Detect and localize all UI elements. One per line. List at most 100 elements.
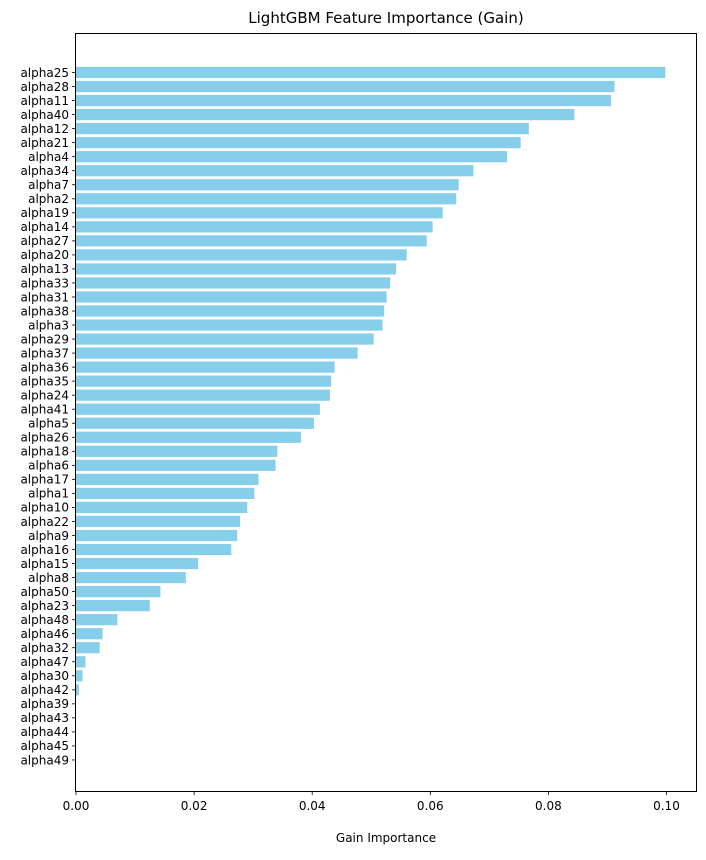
bar-alpha33 bbox=[76, 277, 391, 289]
bar-alpha34 bbox=[76, 165, 474, 177]
y-tick-label: alpha41 bbox=[20, 403, 69, 417]
x-axis-label: Gain Importance bbox=[336, 831, 436, 845]
bar-alpha9 bbox=[76, 529, 238, 542]
y-tick-label: alpha16 bbox=[20, 543, 69, 557]
y-tick-label: alpha18 bbox=[20, 445, 69, 459]
bar-alpha18 bbox=[76, 445, 278, 457]
bar-alpha20 bbox=[76, 249, 407, 261]
y-tick-label: alpha2 bbox=[28, 192, 69, 206]
bar-alpha47 bbox=[76, 656, 86, 668]
y-tick-label: alpha32 bbox=[20, 641, 69, 655]
bar-alpha26 bbox=[76, 431, 301, 443]
y-tick-label: alpha33 bbox=[20, 276, 69, 290]
y-tick-label: alpha1 bbox=[28, 487, 69, 501]
bar-alpha23 bbox=[76, 600, 150, 612]
bar-alpha32 bbox=[76, 642, 100, 654]
y-tick-label: alpha20 bbox=[20, 248, 69, 262]
bar-alpha2 bbox=[76, 193, 457, 205]
y-tick-label: alpha28 bbox=[20, 80, 69, 94]
y-tick-label: alpha11 bbox=[20, 94, 69, 108]
bar-alpha12 bbox=[76, 123, 529, 135]
chart-title: LightGBM Feature Importance (Gain) bbox=[248, 9, 523, 27]
bars-layer bbox=[76, 66, 666, 696]
bar-alpha25 bbox=[76, 66, 666, 79]
x-tick-label: 0.02 bbox=[181, 799, 208, 813]
bar-alpha3 bbox=[76, 319, 383, 331]
bar-alpha15 bbox=[76, 557, 199, 570]
y-tick-label: alpha40 bbox=[20, 108, 69, 122]
y-tick-label: alpha31 bbox=[20, 290, 69, 304]
y-tick-label: alpha27 bbox=[20, 234, 69, 248]
y-tick-label: alpha47 bbox=[20, 655, 69, 669]
y-tick-label: alpha48 bbox=[20, 613, 69, 627]
bar-alpha8 bbox=[76, 571, 186, 584]
bar-alpha48 bbox=[76, 614, 118, 626]
bar-alpha27 bbox=[76, 235, 427, 247]
y-tick-label: alpha37 bbox=[20, 346, 69, 360]
bar-alpha10 bbox=[76, 501, 248, 514]
y-tick-label: alpha45 bbox=[20, 739, 69, 753]
y-tick-label: alpha49 bbox=[20, 753, 69, 767]
bar-alpha28 bbox=[76, 80, 615, 93]
bar-alpha41 bbox=[76, 403, 320, 415]
x-tick-label: 0.08 bbox=[535, 799, 562, 813]
bar-alpha22 bbox=[76, 515, 241, 528]
x-tick-label: 0.06 bbox=[417, 799, 444, 813]
bar-alpha42 bbox=[76, 684, 79, 696]
bar-alpha35 bbox=[76, 375, 332, 387]
y-tick-label: alpha13 bbox=[20, 262, 69, 276]
y-tick-label: alpha15 bbox=[20, 557, 69, 571]
y-tick-label: alpha19 bbox=[20, 206, 69, 220]
bar-alpha16 bbox=[76, 543, 232, 556]
y-tick-label: alpha9 bbox=[28, 529, 69, 543]
y-tick-label: alpha10 bbox=[20, 501, 69, 515]
bar-alpha29 bbox=[76, 333, 374, 345]
y-tick-label: alpha46 bbox=[20, 627, 69, 641]
y-tick-label: alpha3 bbox=[28, 318, 69, 332]
bar-alpha6 bbox=[76, 459, 276, 471]
bar-alpha5 bbox=[76, 417, 314, 429]
bar-alpha17 bbox=[76, 473, 259, 485]
y-axis: alpha25alpha28alpha11alpha40alpha12alpha… bbox=[20, 66, 76, 767]
x-tick-label: 0.10 bbox=[653, 799, 680, 813]
y-tick-label: alpha35 bbox=[20, 374, 69, 388]
y-tick-label: alpha25 bbox=[20, 66, 69, 80]
y-tick-label: alpha43 bbox=[20, 711, 69, 725]
y-tick-label: alpha30 bbox=[20, 669, 69, 683]
y-tick-label: alpha42 bbox=[20, 683, 69, 697]
bar-alpha38 bbox=[76, 305, 385, 317]
y-tick-label: alpha34 bbox=[20, 164, 69, 178]
y-tick-label: alpha36 bbox=[20, 360, 69, 374]
bar-alpha19 bbox=[76, 207, 443, 219]
bar-alpha1 bbox=[76, 487, 255, 499]
y-tick-label: alpha22 bbox=[20, 515, 69, 529]
bar-alpha13 bbox=[76, 263, 397, 275]
y-tick-label: alpha7 bbox=[28, 178, 69, 192]
y-tick-label: alpha50 bbox=[20, 585, 69, 599]
plot-frame bbox=[75, 33, 697, 792]
y-tick-label: alpha8 bbox=[28, 571, 69, 585]
x-axis: 0.00 0.02 0.04 0.06 0.08 0.10 bbox=[63, 791, 680, 813]
y-tick-label: alpha44 bbox=[20, 725, 69, 739]
y-tick-label: alpha39 bbox=[20, 697, 69, 711]
y-tick-label: alpha29 bbox=[20, 332, 69, 346]
bar-alpha40 bbox=[76, 108, 575, 121]
bar-alpha21 bbox=[76, 137, 521, 149]
x-tick-label: 0.04 bbox=[299, 799, 326, 813]
y-tick-label: alpha5 bbox=[28, 417, 69, 431]
bar-alpha31 bbox=[76, 291, 387, 303]
bar-alpha14 bbox=[76, 221, 433, 233]
y-tick-label: alpha14 bbox=[20, 220, 69, 234]
y-tick-label: alpha38 bbox=[20, 304, 69, 318]
bar-alpha46 bbox=[76, 628, 103, 640]
y-tick-label: alpha21 bbox=[20, 136, 69, 150]
bar-alpha24 bbox=[76, 389, 330, 401]
bar-alpha7 bbox=[76, 179, 459, 191]
y-tick-label: alpha17 bbox=[20, 473, 69, 487]
y-tick-label: alpha24 bbox=[20, 388, 69, 402]
y-tick-label: alpha26 bbox=[20, 431, 69, 445]
y-tick-label: alpha6 bbox=[28, 459, 69, 473]
bar-alpha11 bbox=[76, 94, 611, 107]
